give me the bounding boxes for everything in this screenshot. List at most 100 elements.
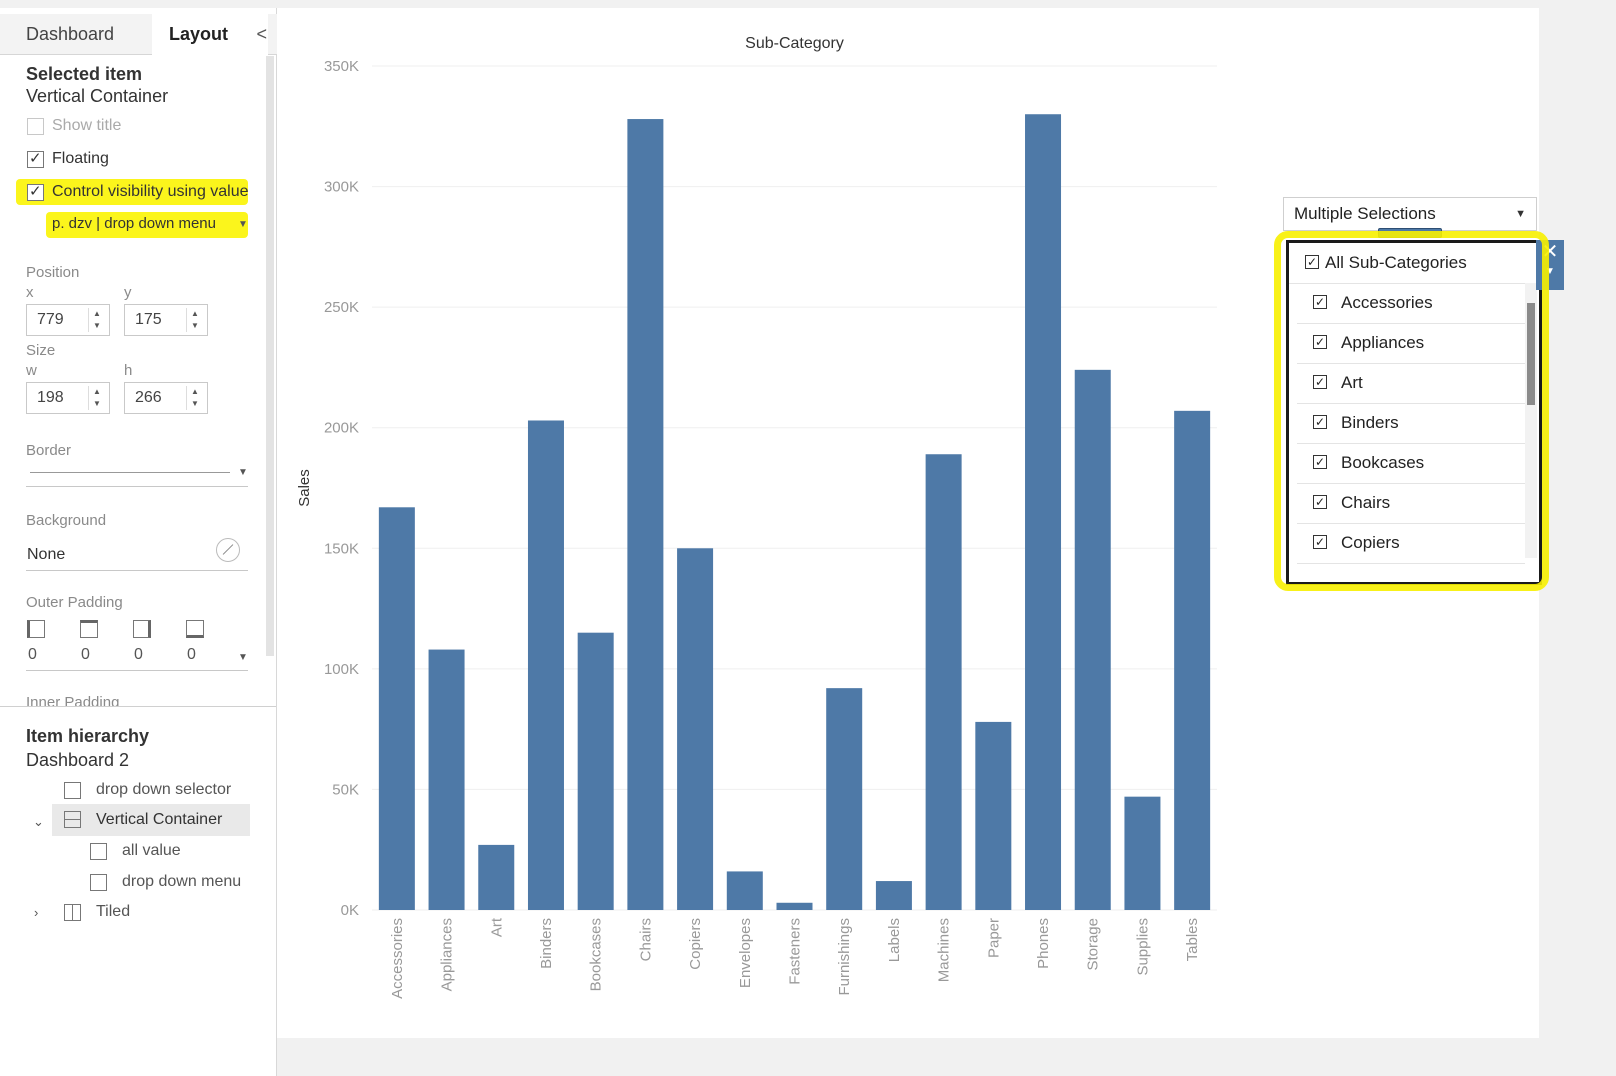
x-category-label: Envelopes <box>737 918 754 988</box>
border-style-select[interactable] <box>30 472 230 473</box>
filter-item[interactable]: ✓ Chairs <box>1297 483 1525 524</box>
bar[interactable] <box>1074 369 1111 911</box>
checkbox-checked-icon[interactable]: ✓ <box>1313 495 1327 509</box>
filter-item[interactable]: ✓ Bookcases <box>1297 443 1525 484</box>
bar[interactable] <box>776 902 813 910</box>
stepper-arrows-icon[interactable]: ▲ ▼ <box>88 308 105 332</box>
padding-right-value[interactable]: 0 <box>134 646 143 663</box>
hierarchy-item-vertical-container[interactable]: Vertical Container <box>96 811 223 828</box>
filter-dropdown[interactable]: Multiple Selections ▼ <box>1283 197 1537 231</box>
sheet-icon <box>64 782 81 799</box>
chevron-down-icon[interactable]: ▼ <box>1515 208 1526 220</box>
x-category-label: Paper <box>985 918 1002 958</box>
filter-item[interactable]: ✓ Appliances <box>1297 323 1525 364</box>
chevron-right-icon[interactable]: › <box>34 905 39 920</box>
filter-item[interactable]: ✓ All Sub-Categories <box>1289 243 1525 284</box>
stepper-arrows-icon[interactable]: ▲ ▼ <box>88 386 105 410</box>
control-value-select[interactable]: p. dzv | drop down menu <box>52 215 216 232</box>
height-stepper[interactable]: 266 ▲ ▼ <box>124 382 208 414</box>
highlight-mark <box>16 179 248 205</box>
filter-item[interactable]: ✓ Binders <box>1297 403 1525 444</box>
close-container-button[interactable]: ✕ ▼ <box>1536 240 1564 290</box>
chevron-down-icon[interactable]: ▼ <box>238 652 248 663</box>
checkbox-checked-icon[interactable]: ✓ <box>1305 255 1319 269</box>
floating-checkbox[interactable] <box>27 149 44 168</box>
chevron-down-icon[interactable]: ⌄ <box>33 814 44 829</box>
bar[interactable] <box>577 632 614 910</box>
sheet-icon <box>90 843 107 860</box>
filter-item[interactable]: ✓ Accessories <box>1297 283 1525 324</box>
filter-item-label: Bookcases <box>1341 453 1425 472</box>
dropdown-value: Multiple Selections <box>1294 204 1436 223</box>
bar[interactable] <box>478 844 515 910</box>
selected-item-heading: Selected item <box>26 64 143 84</box>
checkbox-checked-icon[interactable]: ✓ <box>1313 375 1327 389</box>
hierarchy-item-drop-down-menu[interactable]: drop down menu <box>122 873 242 890</box>
bar[interactable] <box>378 507 415 910</box>
highlight-mark <box>46 212 248 238</box>
vertical-container-icon <box>64 811 81 828</box>
checkbox-checked-icon[interactable]: ✓ <box>1313 415 1327 429</box>
h-label: h <box>124 362 133 379</box>
sales-bar-chart[interactable]: Sub-Category Sales 0K 50K 100K 150K 200K 250K 30… <box>277 8 1539 1038</box>
bar[interactable] <box>726 871 763 910</box>
padding-bottom-icon[interactable] <box>186 620 204 638</box>
bar[interactable] <box>875 881 912 910</box>
hierarchy-item-tiled[interactable]: Tiled <box>96 903 131 920</box>
hierarchy-item-drop-down-selector[interactable]: drop down selector <box>96 781 232 798</box>
x-category-label: Chairs <box>637 918 654 961</box>
panel-scrollbar[interactable] <box>266 56 274 656</box>
filter-item[interactable]: ✓ Copiers <box>1297 523 1525 564</box>
x-category-label: Copiers <box>687 918 704 970</box>
checkbox-checked-icon[interactable]: ✓ <box>1313 535 1327 549</box>
show-title-checkbox[interactable] <box>27 118 44 135</box>
chevron-down-icon[interactable]: ▼ <box>1545 266 1555 277</box>
x-position-stepper[interactable]: 779 ▲ ▼ <box>26 304 110 336</box>
stepper-arrows-icon[interactable]: ▲ ▼ <box>186 386 203 410</box>
bar[interactable] <box>1025 114 1062 910</box>
chevron-down-icon[interactable]: ▼ <box>238 219 248 230</box>
filter-scrollbar-thumb[interactable] <box>1527 303 1535 405</box>
checkbox-checked-icon[interactable]: ✓ <box>1313 295 1327 309</box>
checkbox-checked-icon[interactable]: ✓ <box>1313 335 1327 349</box>
control-visibility-label: Control visibility using value <box>52 183 249 200</box>
padding-bottom-value[interactable]: 0 <box>187 646 196 663</box>
bar[interactable] <box>527 420 564 910</box>
stepper-arrows-icon[interactable]: ▲ ▼ <box>186 308 203 332</box>
bar[interactable] <box>1174 410 1211 910</box>
tab-dashboard[interactable]: Dashboard <box>26 24 115 44</box>
background-label: Background <box>26 512 107 529</box>
y-position-stepper[interactable]: 175 ▲ ▼ <box>124 304 208 336</box>
padding-left-icon[interactable] <box>27 620 45 638</box>
bar[interactable] <box>1124 796 1161 910</box>
bar[interactable] <box>975 721 1012 910</box>
border-label: Border <box>26 442 72 459</box>
bar[interactable] <box>925 454 962 910</box>
filter-item[interactable]: ✓ Art <box>1297 363 1525 404</box>
collapse-panel-icon[interactable]: < <box>256 24 267 44</box>
padding-top-value[interactable]: 0 <box>81 646 90 663</box>
background-value[interactable]: None <box>27 546 66 563</box>
x-category-label: Phones <box>1035 918 1052 969</box>
y-tick-label: 250K <box>324 299 359 316</box>
width-stepper[interactable]: 198 ▲ ▼ <box>26 382 110 414</box>
padding-left-value[interactable]: 0 <box>28 646 37 663</box>
x-category-label: Bookcases <box>588 918 605 991</box>
filter-item-label: Art <box>1341 373 1363 392</box>
control-visibility-checkbox[interactable] <box>27 182 44 201</box>
padding-top-icon[interactable] <box>80 620 98 638</box>
padding-right-icon[interactable] <box>133 620 151 638</box>
chevron-down-icon[interactable]: ▼ <box>238 467 248 478</box>
checkbox-checked-icon[interactable]: ✓ <box>1313 455 1327 469</box>
item-hierarchy-heading: Item hierarchy <box>26 726 150 746</box>
x-category-label: Fasteners <box>787 918 804 985</box>
bar[interactable] <box>677 548 714 910</box>
bar[interactable] <box>627 119 664 910</box>
bar[interactable] <box>826 688 863 910</box>
tab-layout[interactable]: Layout <box>152 14 268 55</box>
bar[interactable] <box>428 649 465 910</box>
hierarchy-item-all-value[interactable]: all value <box>122 842 181 859</box>
y-value: 175 <box>135 311 162 328</box>
no-color-swatch-icon[interactable] <box>216 538 240 562</box>
y-tick-label: 350K <box>324 58 359 75</box>
